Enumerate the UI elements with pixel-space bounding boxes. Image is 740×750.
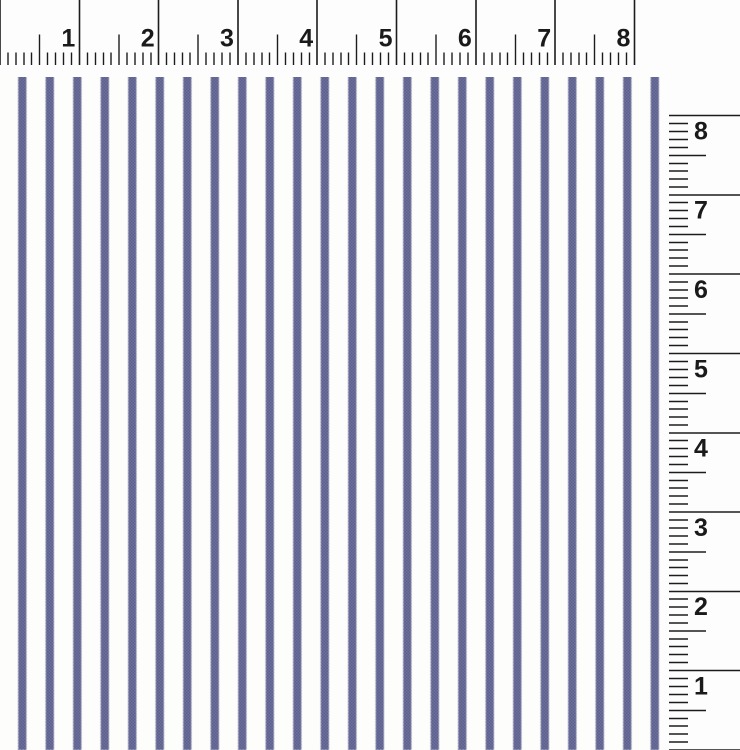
svg-text:2: 2: [694, 593, 708, 621]
svg-text:7: 7: [694, 197, 708, 225]
svg-text:6: 6: [458, 25, 472, 53]
svg-text:5: 5: [694, 355, 708, 383]
svg-text:5: 5: [379, 25, 393, 53]
svg-text:3: 3: [220, 25, 234, 53]
svg-text:3: 3: [694, 514, 708, 542]
svg-text:8: 8: [616, 25, 630, 53]
svg-text:1: 1: [61, 25, 75, 53]
svg-text:4: 4: [299, 25, 313, 53]
svg-text:7: 7: [537, 25, 551, 53]
svg-text:2: 2: [141, 25, 155, 53]
svg-text:4: 4: [694, 435, 708, 463]
svg-text:6: 6: [694, 276, 708, 304]
svg-text:1: 1: [694, 673, 708, 701]
svg-text:8: 8: [694, 117, 708, 145]
